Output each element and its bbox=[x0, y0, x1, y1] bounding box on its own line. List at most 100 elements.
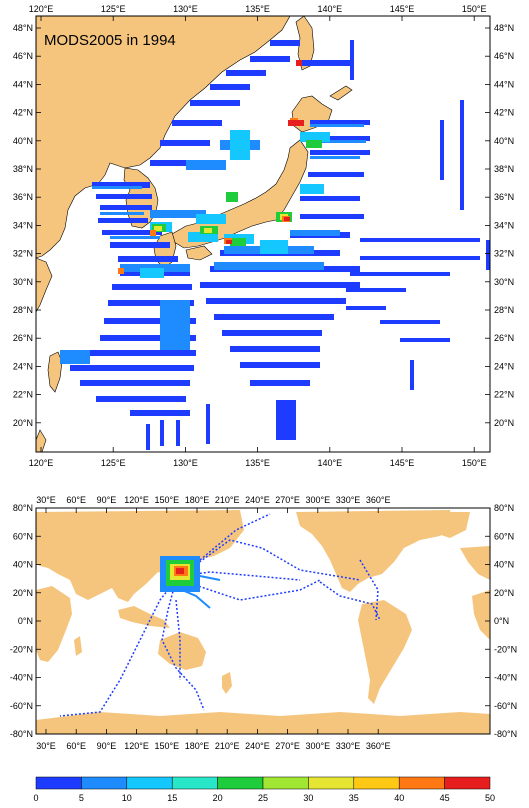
lat-label: 20°N bbox=[494, 588, 514, 598]
colorbar-box bbox=[353, 776, 400, 790]
colorbar-label: 25 bbox=[258, 793, 268, 803]
lon-label: 360°E bbox=[366, 495, 391, 505]
global-map: 30°E 60°E 90°E 120°E 150°E 180°E 210°E 240°E 270… bbox=[10, 495, 517, 751]
lat-label: 40°N bbox=[494, 560, 514, 570]
lon-label: 30°E bbox=[36, 495, 56, 505]
lon-label: 240°E bbox=[245, 741, 270, 751]
global-lon-labels-bottom: 30°E 60°E 90°E 120°E 150°E 180°E 210°E 240°E 270… bbox=[36, 741, 390, 751]
lat-label: -60°N bbox=[10, 701, 33, 711]
lat-label: -80°N bbox=[494, 729, 517, 739]
lat-label: 38°N bbox=[494, 164, 514, 174]
lon-label: 240°E bbox=[245, 495, 270, 505]
colorbar-label: 15 bbox=[167, 793, 177, 803]
colorbar-boxes bbox=[35, 776, 491, 790]
lon-label: 300°E bbox=[305, 741, 330, 751]
lon-label: 270°E bbox=[275, 741, 300, 751]
lon-label: 145°E bbox=[390, 458, 415, 468]
lat-label: 80°N bbox=[13, 503, 33, 513]
lat-label: 40°N bbox=[13, 560, 33, 570]
lat-label: 40°N bbox=[13, 136, 33, 146]
lon-label: 150°E bbox=[462, 458, 487, 468]
lat-label: -80°N bbox=[10, 729, 33, 739]
colorbar-box bbox=[262, 776, 309, 790]
lat-label: 40°N bbox=[494, 136, 514, 146]
lat-label: 60°N bbox=[494, 531, 514, 541]
lat-label: 46°N bbox=[13, 51, 33, 61]
colorbar-box bbox=[217, 776, 264, 790]
lon-label: 120°E bbox=[124, 741, 149, 751]
lat-label: 26°N bbox=[13, 333, 33, 343]
lon-label: 125°E bbox=[101, 4, 126, 14]
lat-label: 48°N bbox=[494, 23, 514, 33]
lat-label: -60°N bbox=[494, 701, 517, 711]
global-hotspot bbox=[160, 556, 200, 592]
global-land bbox=[36, 510, 490, 734]
lon-label: 210°E bbox=[215, 741, 240, 751]
lon-label: 150°E bbox=[462, 4, 487, 14]
lat-label: 22°N bbox=[494, 390, 514, 400]
global-lat-labels-left: 80°N 60°N 40°N 20°N 0°N -20°N -40°N -60°N -80°N bbox=[10, 503, 33, 739]
lon-label: 150°E bbox=[154, 741, 179, 751]
lat-label: 26°N bbox=[494, 333, 514, 343]
regional-lat-labels-right: 48°N 46°N 44°N 42°N 40°N 38°N 36°N 34°N 32°N 30°N… bbox=[494, 23, 514, 428]
lat-label: 36°N bbox=[494, 192, 514, 202]
colorbar-box bbox=[81, 776, 128, 790]
colorbar-label: 40 bbox=[394, 793, 404, 803]
lat-label: 22°N bbox=[13, 390, 33, 400]
lon-label: 120°E bbox=[29, 4, 54, 14]
lat-label: 44°N bbox=[13, 79, 33, 89]
lat-label: 0°N bbox=[18, 616, 33, 626]
colorbar: 0 5 10 15 20 25 30 35 40 45 50 bbox=[33, 776, 495, 803]
colorbar-label: 20 bbox=[213, 793, 223, 803]
colorbar-box bbox=[398, 776, 445, 790]
regional-lat-labels-left: 48°N 46°N 44°N 42°N 40°N 38°N 36°N 34°N 32°N 30°N… bbox=[13, 23, 33, 428]
lon-label: 210°E bbox=[215, 495, 240, 505]
lat-label: 20°N bbox=[13, 418, 33, 428]
lat-label: 60°N bbox=[13, 531, 33, 541]
lat-label: -20°N bbox=[494, 644, 517, 654]
colorbar-box bbox=[35, 776, 82, 790]
lat-label: 34°N bbox=[13, 220, 33, 230]
colorbar-label: 35 bbox=[349, 793, 359, 803]
regional-map: MODS2005 in 1994 120°E 125°E 130°E 135°E 140… bbox=[13, 4, 514, 468]
lon-label: 330°E bbox=[336, 741, 361, 751]
lat-label: 42°N bbox=[494, 108, 514, 118]
lat-label: -40°N bbox=[10, 673, 33, 683]
lon-label: 130°E bbox=[173, 458, 198, 468]
colorbar-label: 5 bbox=[79, 793, 84, 803]
lon-label: 30°E bbox=[36, 741, 56, 751]
lon-label: 135°E bbox=[245, 458, 270, 468]
lat-label: 30°N bbox=[494, 277, 514, 287]
lat-label: 28°N bbox=[494, 305, 514, 315]
lon-label: 125°E bbox=[101, 458, 126, 468]
lat-label: 32°N bbox=[494, 249, 514, 259]
lat-label: 38°N bbox=[13, 164, 33, 174]
lon-label: 90°E bbox=[97, 741, 117, 751]
lon-label: 140°E bbox=[317, 458, 342, 468]
regional-map-border bbox=[35, 15, 491, 453]
lat-label: 42°N bbox=[13, 108, 33, 118]
lat-label: 20°N bbox=[494, 418, 514, 428]
colorbar-label: 0 bbox=[33, 793, 38, 803]
lon-label: 60°E bbox=[66, 495, 86, 505]
lat-label: 24°N bbox=[13, 361, 33, 371]
lon-label: 135°E bbox=[245, 4, 270, 14]
lon-label: 270°E bbox=[275, 495, 300, 505]
lat-label: -20°N bbox=[10, 644, 33, 654]
lat-label: 48°N bbox=[13, 23, 33, 33]
lat-label: 34°N bbox=[494, 220, 514, 230]
lat-label: 0°N bbox=[494, 616, 509, 626]
lon-label: 180°E bbox=[185, 741, 210, 751]
lat-label: 30°N bbox=[13, 277, 33, 287]
global-lon-labels-top: 30°E 60°E 90°E 120°E 150°E 180°E 210°E 240°E 270… bbox=[36, 495, 390, 505]
regional-map-title: MODS2005 in 1994 bbox=[44, 32, 176, 49]
colorbar-labels: 0 5 10 15 20 25 30 35 40 45 50 bbox=[33, 793, 495, 803]
lat-label: 24°N bbox=[494, 361, 514, 371]
colorbar-box bbox=[444, 776, 491, 790]
global-lat-labels-right: 80°N 60°N 40°N 20°N 0°N -20°N -40°N -60°N -80°N bbox=[494, 503, 517, 739]
global-ticks bbox=[36, 507, 490, 735]
colorbar-box bbox=[308, 776, 355, 790]
lon-label: 140°E bbox=[317, 4, 342, 14]
